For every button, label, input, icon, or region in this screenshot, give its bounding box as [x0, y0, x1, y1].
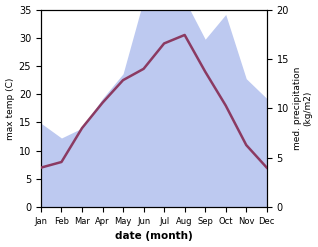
X-axis label: date (month): date (month): [115, 231, 193, 242]
Y-axis label: med. precipitation
(kg/m2): med. precipitation (kg/m2): [293, 67, 313, 150]
Y-axis label: max temp (C): max temp (C): [5, 77, 15, 140]
